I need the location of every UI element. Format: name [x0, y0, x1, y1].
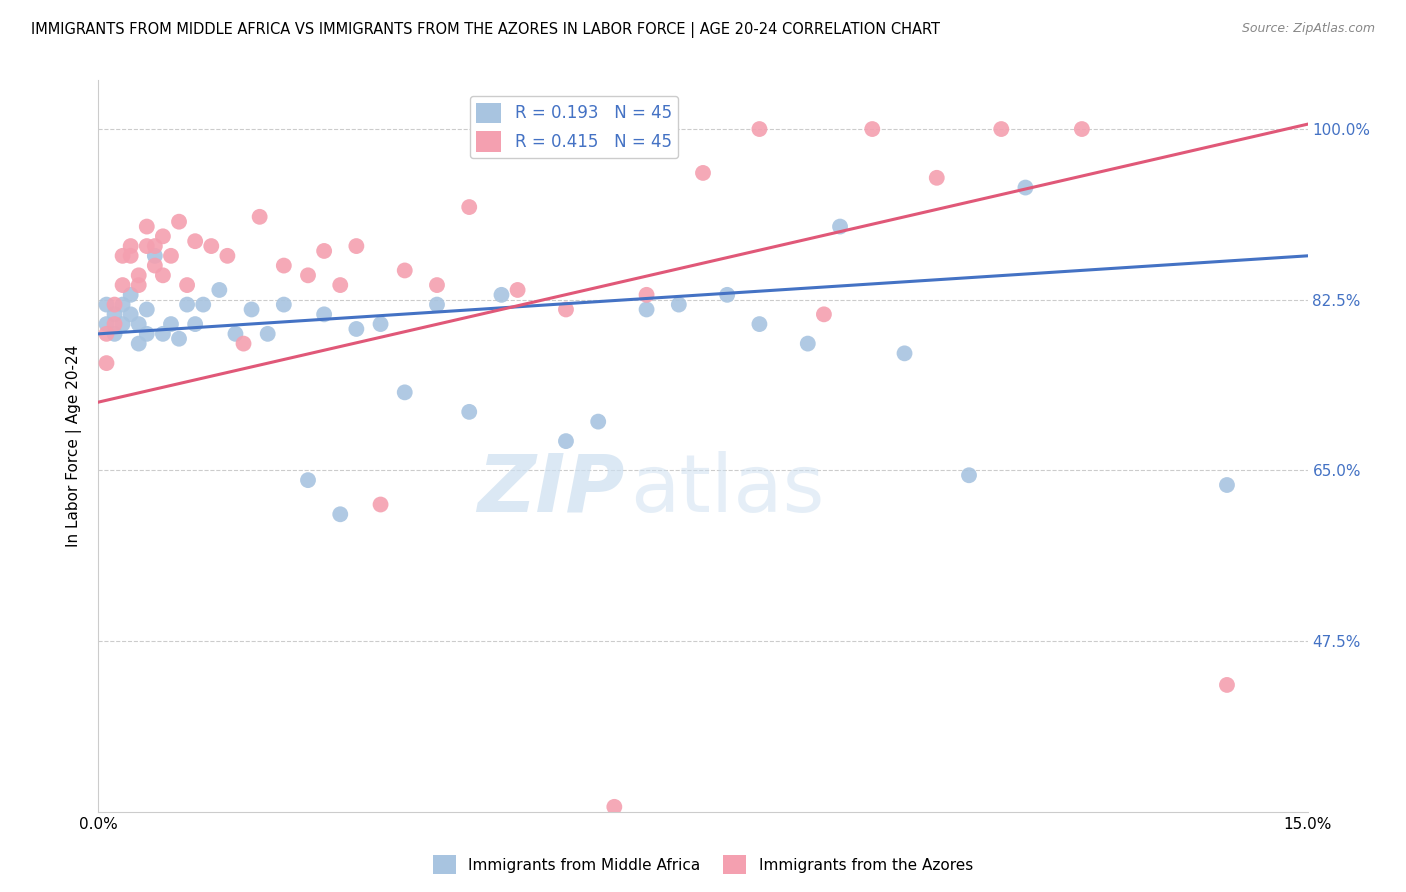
Point — [344, 239, 367, 253]
Point — [184, 234, 207, 248]
Point — [152, 229, 174, 244]
Point — [217, 249, 239, 263]
Point — [797, 336, 820, 351]
Point — [193, 297, 215, 311]
Point — [370, 498, 392, 512]
Point — [103, 317, 125, 331]
Point — [314, 307, 336, 321]
Point — [692, 166, 714, 180]
Point — [957, 468, 980, 483]
Point — [135, 302, 157, 317]
Point — [748, 122, 770, 136]
Point — [120, 239, 142, 253]
Point — [925, 170, 948, 185]
Point — [273, 259, 295, 273]
Point — [111, 278, 134, 293]
Point — [329, 508, 352, 522]
Y-axis label: In Labor Force | Age 20-24: In Labor Force | Age 20-24 — [66, 345, 83, 547]
Point — [152, 326, 174, 341]
Point — [176, 297, 198, 311]
Point — [240, 302, 263, 317]
Point — [813, 307, 835, 321]
Point — [394, 385, 416, 400]
Point — [297, 473, 319, 487]
Point — [273, 297, 295, 311]
Point — [184, 317, 207, 331]
Point — [128, 278, 150, 293]
Point — [716, 288, 738, 302]
Point — [893, 346, 915, 360]
Text: IMMIGRANTS FROM MIDDLE AFRICA VS IMMIGRANTS FROM THE AZORES IN LABOR FORCE | AGE: IMMIGRANTS FROM MIDDLE AFRICA VS IMMIGRA… — [31, 22, 941, 38]
Point — [636, 302, 658, 317]
Point — [394, 263, 416, 277]
Point — [555, 302, 578, 317]
Point — [555, 434, 578, 449]
Point — [1216, 678, 1239, 692]
Point — [160, 249, 183, 263]
Point — [506, 283, 529, 297]
Point — [1014, 180, 1036, 194]
Legend: Immigrants from Middle Africa, Immigrants from the Azores: Immigrants from Middle Africa, Immigrant… — [427, 849, 979, 880]
Point — [160, 317, 183, 331]
Point — [120, 307, 142, 321]
Point — [143, 259, 166, 273]
Text: ZIP: ZIP — [477, 450, 624, 529]
Point — [458, 405, 481, 419]
Point — [111, 297, 134, 311]
Point — [586, 415, 609, 429]
Point — [103, 326, 125, 341]
Point — [314, 244, 336, 258]
Point — [458, 200, 481, 214]
Point — [668, 297, 690, 311]
Point — [103, 297, 125, 311]
Point — [176, 278, 198, 293]
Point — [297, 268, 319, 283]
Point — [603, 800, 626, 814]
Point — [256, 326, 278, 341]
Point — [224, 326, 246, 341]
Point — [208, 283, 231, 297]
Point — [143, 239, 166, 253]
Point — [828, 219, 851, 234]
Point — [491, 288, 513, 302]
Point — [128, 317, 150, 331]
Point — [426, 297, 449, 311]
Point — [990, 122, 1012, 136]
Point — [249, 210, 271, 224]
Point — [200, 239, 222, 253]
Point — [96, 317, 118, 331]
Point — [344, 322, 367, 336]
Point — [120, 288, 142, 302]
Point — [96, 297, 118, 311]
Point — [636, 288, 658, 302]
Point — [329, 278, 352, 293]
Point — [103, 307, 125, 321]
Point — [120, 249, 142, 263]
Point — [135, 219, 157, 234]
Point — [152, 268, 174, 283]
Point — [135, 239, 157, 253]
Text: atlas: atlas — [630, 450, 825, 529]
Point — [748, 317, 770, 331]
Point — [96, 326, 118, 341]
Point — [143, 249, 166, 263]
Point — [128, 336, 150, 351]
Point — [426, 278, 449, 293]
Point — [167, 215, 190, 229]
Legend: R = 0.193   N = 45, R = 0.415   N = 45: R = 0.193 N = 45, R = 0.415 N = 45 — [470, 96, 678, 158]
Point — [232, 336, 254, 351]
Point — [1216, 478, 1239, 492]
Text: Source: ZipAtlas.com: Source: ZipAtlas.com — [1241, 22, 1375, 36]
Point — [1070, 122, 1092, 136]
Point — [167, 332, 190, 346]
Point — [370, 317, 392, 331]
Point — [96, 356, 118, 370]
Point — [111, 317, 134, 331]
Point — [128, 268, 150, 283]
Point — [135, 326, 157, 341]
Point — [111, 249, 134, 263]
Point — [860, 122, 883, 136]
